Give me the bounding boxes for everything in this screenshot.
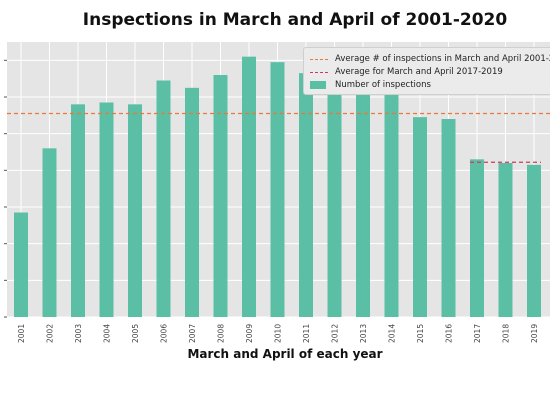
bar-2005 (128, 104, 142, 317)
chart-title: Inspections in March and April of 2001-2… (82, 10, 508, 30)
x-tick-label: 2002 (46, 324, 55, 343)
legend-label: Average for March and April 2017-2019 (335, 67, 503, 77)
x-axis-label: March and April of each year (187, 347, 383, 361)
bar-2006 (156, 80, 171, 317)
x-tick-label: 2005 (131, 324, 140, 343)
legend-item-recent-average: Average for March and April 2017-2019 (310, 66, 503, 78)
bar-2007 (185, 87, 199, 317)
bar-2016 (441, 119, 456, 317)
bar-2018 (498, 163, 513, 317)
bar-2011 (299, 73, 313, 318)
bar-2019 (527, 164, 541, 317)
bar-2012 (327, 78, 342, 318)
x-tick-label: 2015 (416, 324, 425, 343)
legend-item-overall-average: Average # of inspections in March and Ap… (310, 53, 550, 65)
bar-2001 (14, 212, 28, 317)
x-tick-label: 2016 (445, 324, 454, 343)
x-tick-label: 2001 (17, 324, 26, 343)
x-tick-label: 2019 (530, 324, 539, 343)
legend-item-inspections: Number of inspections (310, 79, 431, 91)
bar-2008 (213, 75, 228, 317)
x-tick-label: 2010 (274, 324, 283, 343)
x-tick-label: 2003 (74, 324, 83, 343)
bar-2014 (384, 89, 399, 318)
bar-2009 (242, 56, 256, 318)
x-tick-label: 2007 (188, 324, 197, 343)
bar-2004 (99, 102, 114, 317)
bar-2002 (42, 148, 57, 317)
x-tick-label: 2011 (302, 324, 311, 343)
x-tick-label: 2013 (359, 324, 368, 343)
legend-label: Average # of inspections in March and Ap… (335, 54, 550, 64)
bar-2015 (413, 117, 427, 318)
legend-swatch-inspections (310, 81, 326, 89)
tick-labels: 2001 2002 2003 2004 2005 2006 2007 2008 2009 2010… (17, 324, 539, 343)
x-tick-label: 2017 (473, 324, 482, 343)
legend-label: Number of inspections (335, 80, 431, 90)
bar-2013 (356, 75, 370, 317)
bar-2010 (270, 62, 285, 317)
x-tick-label: 2006 (160, 324, 169, 343)
x-tick-label: 2018 (502, 324, 511, 343)
x-tick-label: 2004 (103, 324, 112, 343)
reference-lines (7, 112, 550, 163)
x-tick-label: 2009 (245, 324, 254, 343)
legend-swatch-recent-average (310, 71, 328, 73)
x-tick-label: 2014 (388, 324, 397, 343)
x-tick-label: 2012 (331, 324, 340, 343)
legend: Average # of inspections in March and Ap… (303, 47, 550, 95)
bar-2017 (470, 159, 484, 317)
bar-2003 (71, 104, 85, 317)
legend-swatch-overall-average (310, 58, 328, 60)
bars (14, 56, 541, 318)
x-tick-label: 2008 (217, 324, 226, 343)
